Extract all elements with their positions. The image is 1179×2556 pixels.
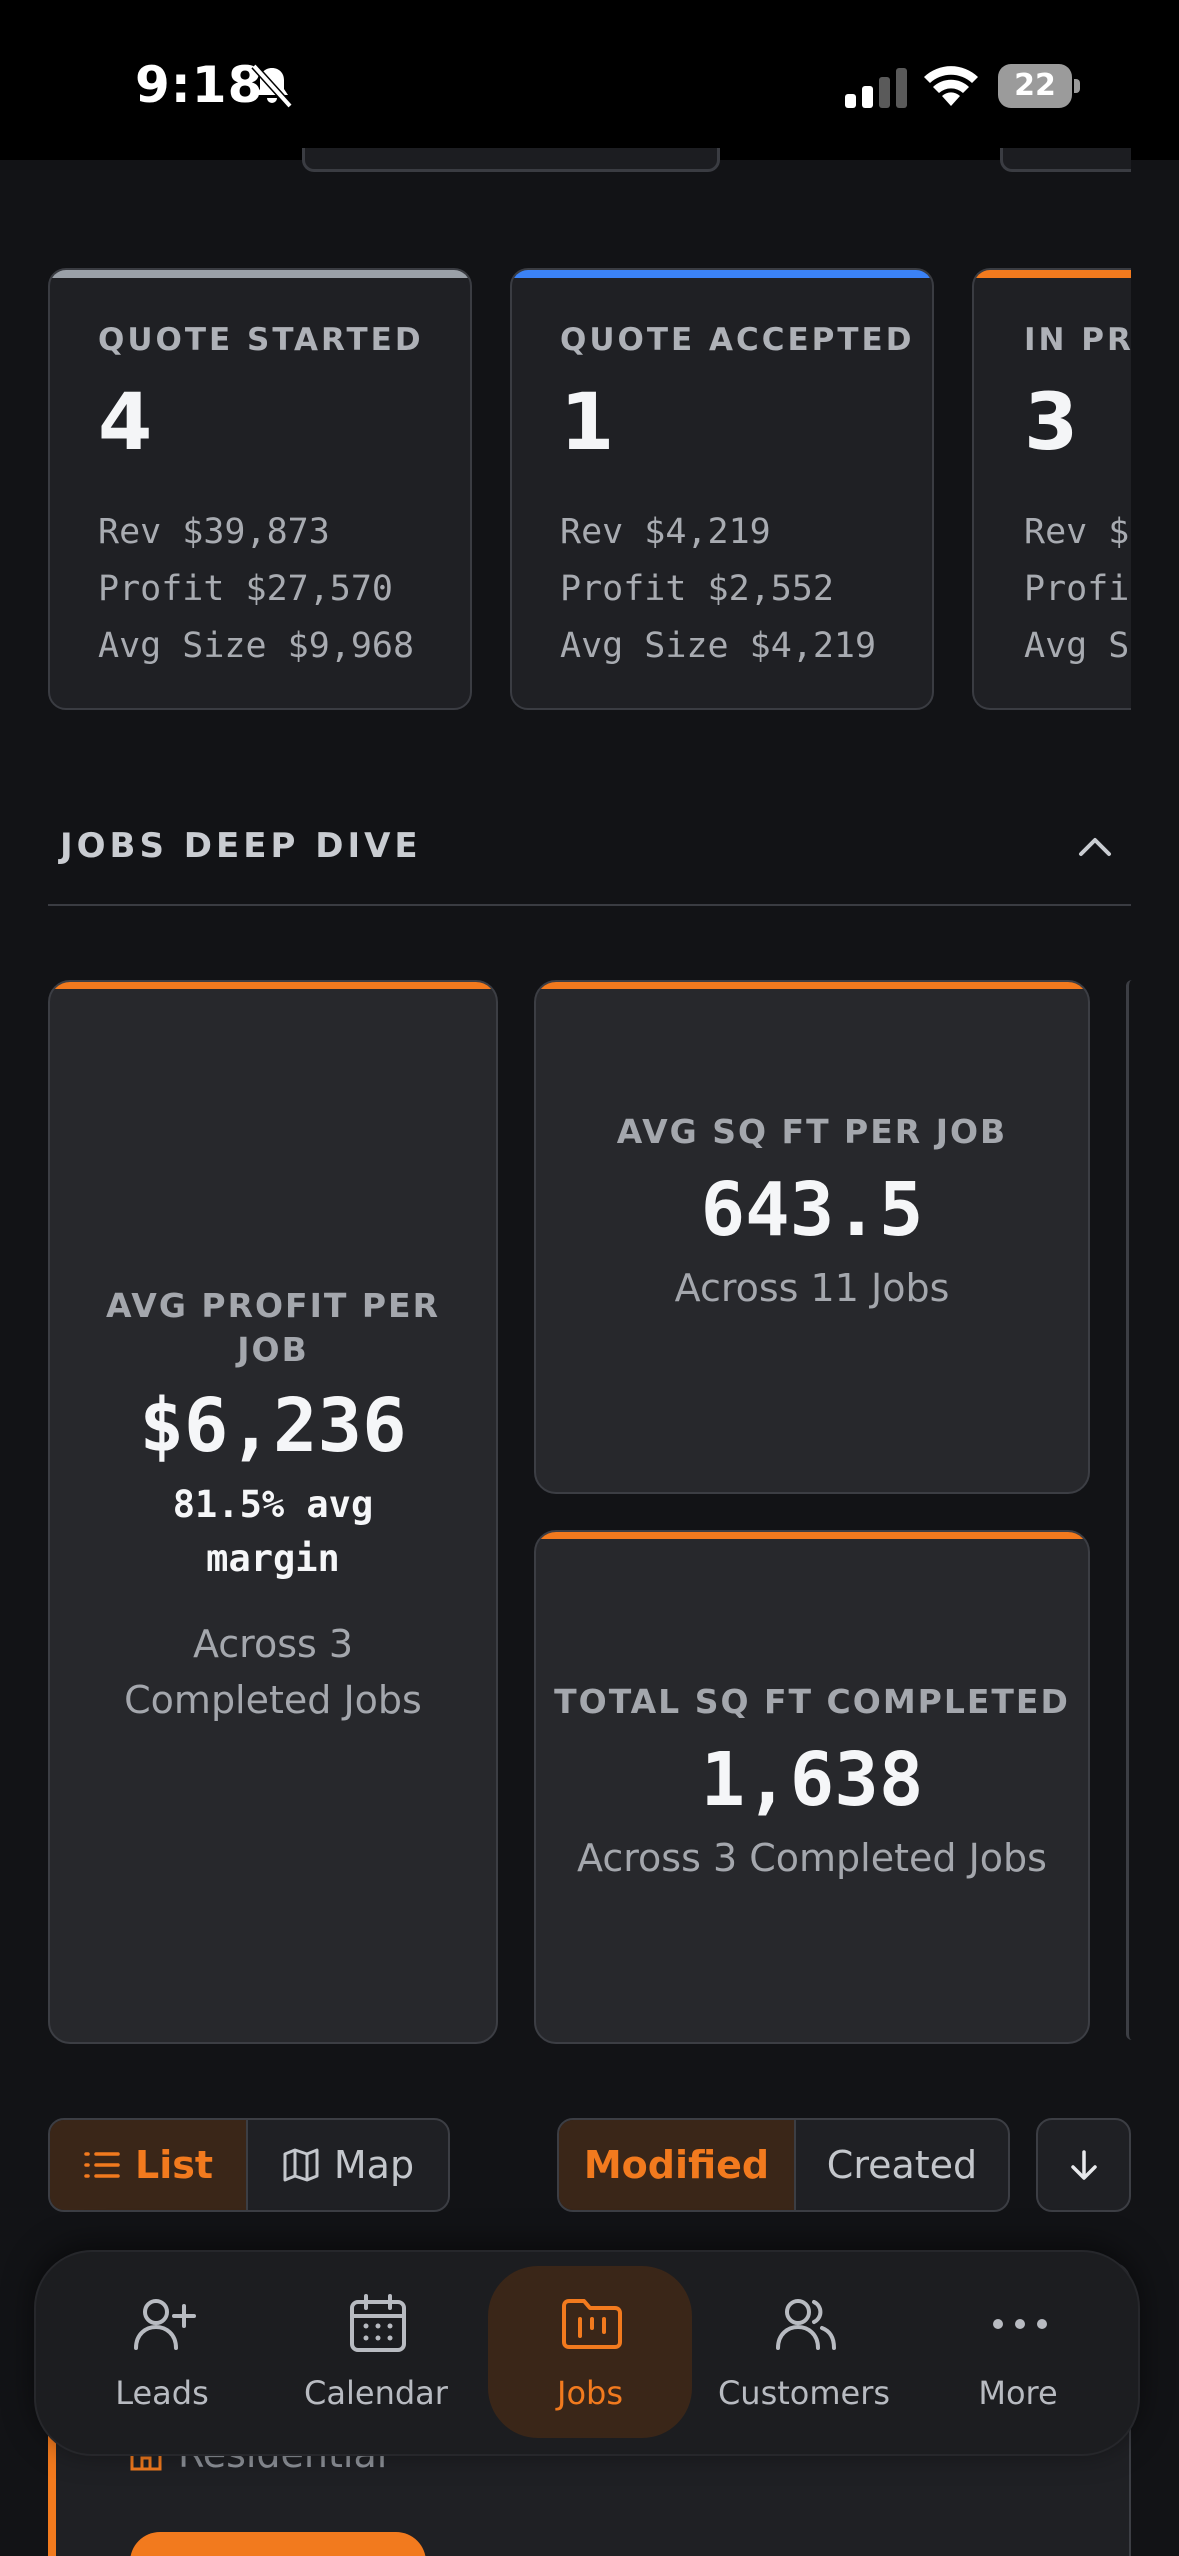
metric-card-avg-profit: AVG PROFIT PER JOB $6,236 81.5% avg marg… bbox=[48, 980, 498, 2044]
list-icon bbox=[84, 2152, 120, 2178]
status-card-profit: Profi bbox=[1024, 569, 1130, 609]
users-icon bbox=[776, 2299, 836, 2350]
status-card-profit: Profit $27,570 bbox=[98, 569, 394, 609]
folder-kanban-icon bbox=[562, 2299, 622, 2349]
status-card-accent bbox=[512, 270, 932, 278]
metric-value: 1,638 bbox=[700, 1737, 924, 1823]
metric-label: TOTAL SQ FT COMPLETED bbox=[554, 1682, 1070, 1721]
status-card-count: 3 bbox=[1024, 378, 1079, 468]
arrow-down-icon bbox=[1070, 2150, 1097, 2180]
metric-subtext: Across 11 Jobs bbox=[674, 1266, 950, 1310]
view-list-label: List bbox=[134, 2143, 214, 2187]
map-icon bbox=[283, 2148, 319, 2182]
nav-active-highlight bbox=[488, 2266, 692, 2438]
chevron-up-icon[interactable] bbox=[1075, 830, 1115, 860]
nav-item-jobs[interactable]: Jobs bbox=[488, 2252, 692, 2458]
status-card-avg-size: Avg S bbox=[1024, 626, 1130, 666]
status-card-revenue: Rev $4,219 bbox=[560, 512, 771, 552]
nav-label: More bbox=[978, 2374, 1058, 2412]
sort-modified-button[interactable]: Modified bbox=[559, 2120, 794, 2210]
status-card-accent bbox=[974, 270, 1131, 278]
status-time: 9:18 bbox=[135, 56, 264, 114]
metric-value: $6,236 bbox=[139, 1383, 407, 1469]
metric-label: AVG SQ FT PER JOB bbox=[616, 1112, 1008, 1151]
nav-label: Leads bbox=[115, 2374, 209, 2412]
nav-item-customers[interactable]: Customers bbox=[704, 2252, 904, 2458]
section-divider bbox=[48, 904, 1131, 906]
status-card-label: QUOTE STARTED bbox=[98, 322, 424, 358]
filter-tab-fragment[interactable] bbox=[1000, 148, 1131, 172]
nav-label: Customers bbox=[717, 2374, 891, 2412]
sort-field-toggle: Modified Created bbox=[557, 2118, 1010, 2212]
calendar-icon bbox=[350, 2294, 406, 2352]
nav-item-leads[interactable]: Leads bbox=[62, 2252, 262, 2458]
metric-card-avg-sqft: AVG SQ FT PER JOB 643.5 Across 11 Jobs bbox=[534, 980, 1090, 1494]
section-title-jobs-deep-dive: JOBS DEEP DIVE bbox=[60, 826, 422, 866]
job-status-pill[interactable] bbox=[130, 2532, 426, 2556]
metric-card-accent bbox=[536, 1532, 1088, 1539]
battery-indicator: 22 bbox=[998, 64, 1080, 108]
nav-label: Jobs bbox=[557, 2374, 623, 2412]
metric-card-next-edge bbox=[1126, 980, 1132, 2040]
status-card-revenue: Rev $39,873 bbox=[98, 512, 330, 552]
nav-label: Calendar bbox=[304, 2374, 448, 2412]
metric-label: AVG PROFIT PER JOB bbox=[105, 1286, 441, 1369]
bottom-navigation: Leads Calendar Jobs bbox=[34, 2250, 1140, 2456]
status-card-profit: Profit $2,552 bbox=[560, 569, 834, 609]
status-card-count: 1 bbox=[560, 378, 615, 468]
view-list-button[interactable]: List bbox=[50, 2120, 246, 2210]
bell-off-icon bbox=[251, 64, 293, 108]
status-card-label: QUOTE ACCEPTED bbox=[560, 322, 915, 358]
wifi-icon bbox=[924, 66, 978, 106]
cellular-signal-icon bbox=[845, 68, 907, 108]
status-card-revenue: Rev $ bbox=[1024, 512, 1130, 552]
metric-value: 643.5 bbox=[700, 1167, 924, 1253]
status-card-count: 4 bbox=[98, 378, 153, 468]
metric-subtext: Across 3 Completed Jobs bbox=[124, 1622, 422, 1722]
metric-card-accent bbox=[536, 982, 1088, 989]
status-card-label: IN PRO bbox=[1024, 322, 1131, 358]
metric-card-total-sqft: TOTAL SQ FT COMPLETED 1,638 Across 3 Com… bbox=[534, 1530, 1090, 2044]
status-bar: 9:18 22 bbox=[0, 0, 1179, 160]
metric-subtext: Across 3 Completed Jobs bbox=[577, 1836, 1047, 1880]
filter-tab-fragment[interactable] bbox=[302, 148, 720, 172]
status-card-quote-started[interactable]: QUOTE STARTED 4 Rev $39,873 Profit $27,5… bbox=[48, 268, 472, 710]
view-map-label: Map bbox=[333, 2143, 415, 2187]
battery-level: 22 bbox=[1014, 68, 1056, 103]
status-card-accent bbox=[50, 270, 470, 278]
view-map-button[interactable]: Map bbox=[246, 2120, 448, 2210]
more-horizontal-icon bbox=[993, 2319, 1047, 2329]
metric-margin: 81.5% avg margin bbox=[172, 1483, 374, 1580]
status-card-avg-size: Avg Size $4,219 bbox=[560, 626, 877, 666]
status-card-avg-size: Avg Size $9,968 bbox=[98, 626, 415, 666]
nav-item-more[interactable]: More bbox=[918, 2252, 1118, 2458]
sort-direction-button[interactable] bbox=[1036, 2118, 1131, 2212]
sort-created-button[interactable]: Created bbox=[794, 2120, 1008, 2210]
nav-item-calendar[interactable]: Calendar bbox=[276, 2252, 476, 2458]
view-toggle: List Map bbox=[48, 2118, 450, 2212]
metric-card-accent bbox=[50, 982, 496, 989]
status-card-in-progress[interactable]: IN PRO 3 Rev $ Profi Avg S bbox=[972, 268, 1131, 710]
user-plus-icon bbox=[134, 2299, 196, 2350]
status-card-quote-accepted[interactable]: QUOTE ACCEPTED 1 Rev $4,219 Profit $2,55… bbox=[510, 268, 934, 710]
